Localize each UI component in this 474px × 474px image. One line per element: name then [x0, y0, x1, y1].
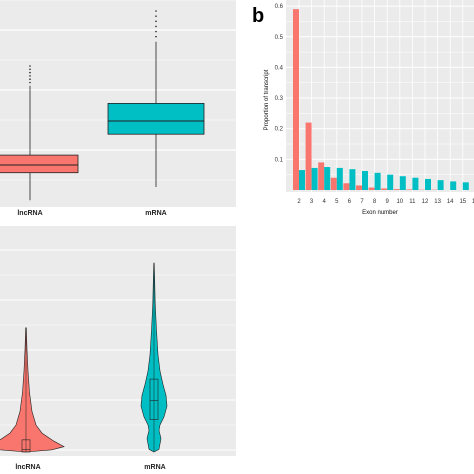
bar-s1-5 [336, 167, 343, 190]
bar-y-tick-label-1: 0.2 [275, 127, 284, 133]
box-lncrna [0, 154, 79, 174]
bar-x-tick-label-5: 5 [335, 199, 339, 205]
box-outlier-lncrna-0 [29, 81, 31, 84]
bar-y-tick-label-4: 0.5 [275, 35, 284, 41]
bar-x-tick-label-15: 15 [459, 199, 466, 205]
bar-s1-13 [437, 180, 444, 190]
violin-box-lncrna [21, 439, 31, 453]
violin-box-mrna [149, 378, 159, 420]
bar-s1-15 [462, 182, 469, 190]
bar-s0-3 [305, 122, 312, 190]
bar-x-tick-label-3: 3 [310, 199, 314, 205]
bar-s1-3 [311, 167, 318, 190]
bar-chart-x-axis-label: Exon number [362, 210, 398, 216]
bar-x-tick-label-11: 11 [409, 199, 416, 205]
bar-x-tick-label-8: 8 [373, 199, 377, 205]
bar-y-tick-label-5: 0.6 [275, 4, 284, 10]
bar-x-tick-label-7: 7 [360, 199, 364, 205]
panel-label-b: b [252, 5, 264, 27]
bar-s1-11 [412, 177, 419, 190]
bar-s1-12 [425, 178, 431, 190]
bar-y-tick-label-0: 0.1 [275, 157, 284, 163]
box-category-label-mrna: mRNA [145, 210, 166, 217]
box-outlier-mrna-4 [155, 15, 157, 17]
violin-category-label-mrna: mRNA [144, 464, 165, 471]
bar-s1-2 [299, 170, 305, 190]
box-outlier-lncrna-5 [29, 65, 31, 67]
box-outlier-lncrna-3 [29, 71, 31, 74]
box-outlier-mrna-0 [155, 35, 157, 38]
violin-plot-grid [0, 249, 236, 451]
box-outlier-mrna-5 [155, 10, 157, 12]
bar-s0-4 [318, 162, 325, 190]
box-category-label-lncrna: lncRNA [17, 210, 42, 217]
violin-category-label-lncrna: lncRNA [15, 464, 40, 471]
bar-chart-y-axis-label: Proportion of transcript [264, 69, 270, 130]
bar-s1-4 [324, 167, 331, 190]
violin-plot-background [0, 226, 236, 456]
bar-s1-8 [374, 172, 381, 190]
bar-s1-7 [362, 170, 368, 190]
box-plot-panel: lncRNA mRNA [0, 0, 236, 217]
box-outlier-lncrna-2 [29, 75, 31, 77]
bar-s0-2 [293, 9, 299, 191]
bar-x-tick-label-6: 6 [348, 199, 352, 205]
bar-s1-9 [387, 174, 394, 190]
box-outlier-mrna-1 [155, 30, 157, 33]
box-plot-marks [0, 10, 205, 201]
bar-y-tick-label-2: 0.3 [275, 96, 284, 102]
bar-chart-marks [293, 9, 469, 191]
bar-s0-10 [393, 189, 400, 190]
box-outlier-mrna-3 [155, 20, 157, 23]
box-outlier-mrna-2 [155, 25, 157, 28]
bar-s0-9 [381, 188, 388, 190]
bar-s1-6 [349, 169, 356, 190]
bar-x-tick-label-2: 2 [297, 199, 301, 205]
bar-x-tick-label-16: 16 [472, 199, 474, 205]
bar-x-tick-label-13: 13 [434, 199, 441, 205]
bar-s0-11 [406, 189, 413, 190]
violin-plot-marks [0, 262, 168, 453]
bar-x-tick-label-12: 12 [422, 199, 429, 205]
bar-y-tick-label-3: 0.4 [275, 65, 284, 71]
bar-s0-5 [330, 177, 337, 190]
violin-plot-panel: lncRNA mRNA [0, 226, 236, 471]
bar-x-tick-label-4: 4 [323, 199, 327, 205]
box-outlier-lncrna-1 [29, 78, 31, 80]
bar-s0-6 [343, 183, 350, 190]
bar-chart-panel: b 0.1 0.2 0.3 0.4 0.5 0.6 2 3 4 5 6 7 8 9 10 11 12 13 14 15… [252, 0, 474, 216]
bar-x-tick-label-9: 9 [386, 199, 390, 205]
bar-chart-ticks: 0.1 0.2 0.3 0.4 0.5 0.6 2 3 4 5 6 7 8 9 10 11 12 13 14 15 16… [275, 4, 474, 205]
bar-s0-8 [368, 187, 375, 190]
bar-x-tick-label-14: 14 [447, 199, 454, 205]
bar-s1-14 [450, 181, 457, 190]
box-outlier-lncrna-4 [29, 68, 31, 71]
bar-s0-7 [356, 185, 362, 190]
bar-x-tick-label-10: 10 [396, 199, 403, 205]
bar-chart-background [286, 0, 474, 192]
bar-s1-10 [399, 176, 406, 190]
box-mrna [107, 103, 205, 135]
